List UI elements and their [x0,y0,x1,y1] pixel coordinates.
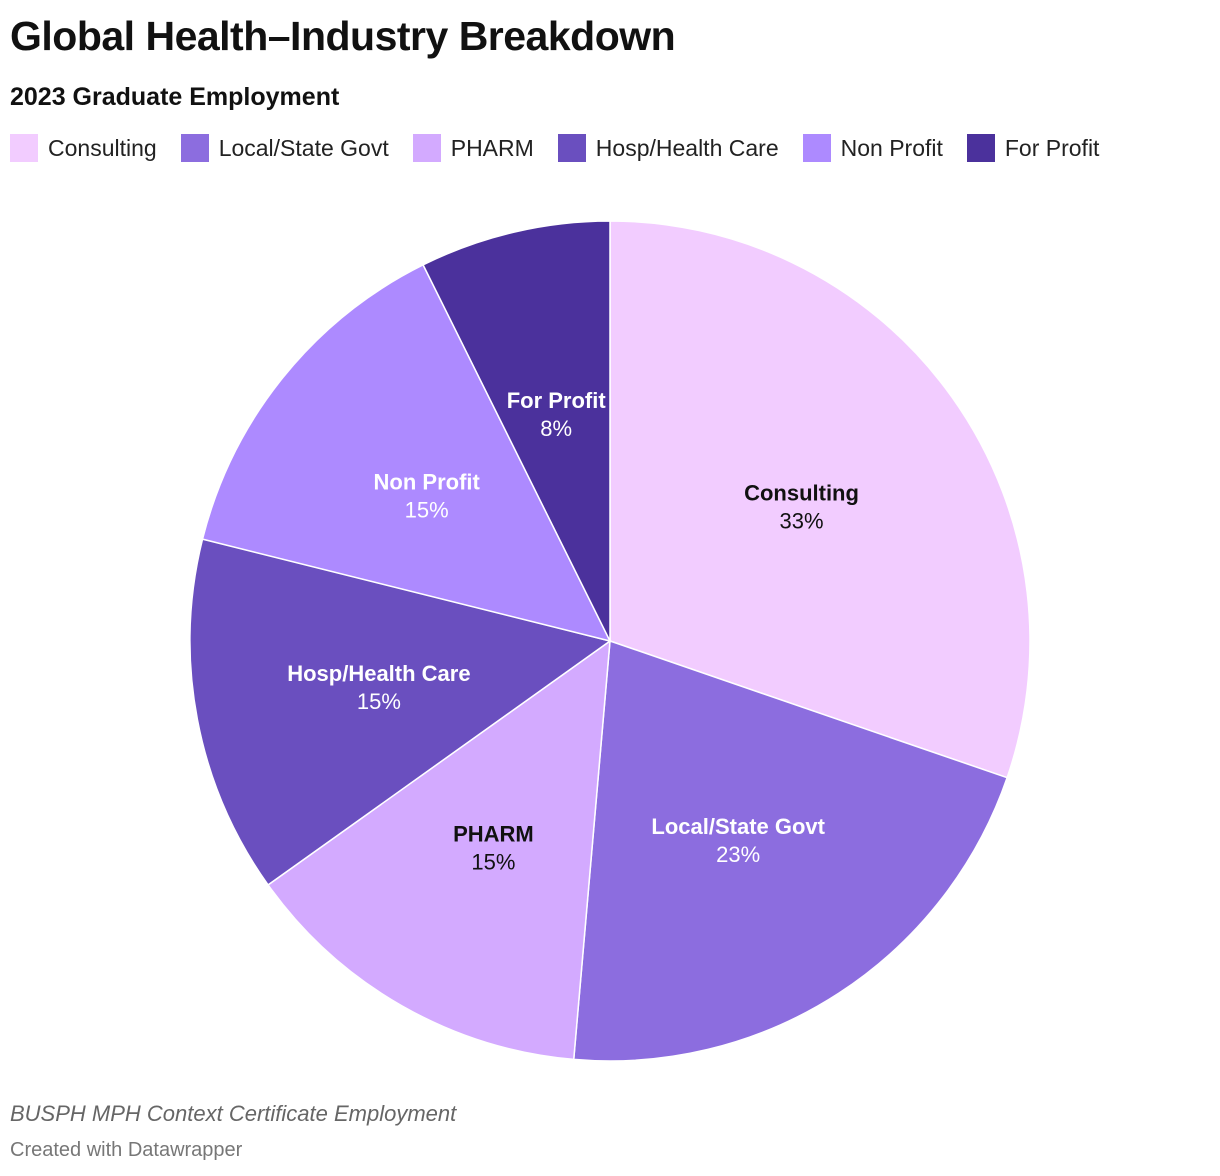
chart-credit[interactable]: Created with Datawrapper [10,1139,243,1161]
legend-swatch [412,134,441,162]
pie-slice-for-profit[interactable] [422,220,611,642]
legend-swatch [802,134,831,162]
pie-slice-local-state-govt[interactable] [572,639,1009,1062]
chart-source-note: BUSPH MPH Context Certificate Employment [10,1101,457,1126]
slice-label-for-profit: For Profit [507,388,607,413]
legend-swatch [10,134,38,162]
chart-title: Global Health–Industry Breakdown [10,13,676,59]
chart-legend: Consulting Local/State Govt PHARM Hosp/Heal… [10,133,1123,163]
slice-value-hosp-health-care: 15% [357,689,401,714]
legend-swatch [557,134,586,162]
slice-value-pharm: 15% [471,849,515,874]
legend-item-hosp-health-care: Hosp/Health Care [557,134,779,162]
legend-label: Non Profit [840,134,943,161]
slice-value-non-profit: 15% [405,498,449,523]
legend-label: Consulting [48,134,157,161]
legend-label: Local/State Govt [218,134,389,161]
slice-label-non-profit: Non Profit [374,470,481,495]
legend-item-local-state-govt: Local/State Govt [180,134,389,162]
legend-label: PHARM [450,134,534,161]
legend-item-for-profit: For Profit [966,134,1100,162]
slice-label-local-state-govt: Local/State Govt [651,814,825,839]
slice-value-consulting: 33% [779,508,823,533]
pie-slice-non-profit[interactable] [201,263,612,643]
legend-swatch [966,134,995,162]
pie-slice-pharm[interactable] [267,639,611,1061]
slice-label-pharm: PHARM [453,821,534,846]
pie-slice-hosp-health-care[interactable] [189,538,612,886]
slice-label-consulting: Consulting [744,480,859,505]
pie-labels: Consulting 33% Local/State Govt 23% PHARM 15%… [287,388,859,874]
slice-value-for-profit: 8% [540,416,572,441]
slice-label-hosp-health-care: Hosp/Health Care [287,661,470,686]
legend-label: For Profit [1004,134,1100,161]
slice-value-local-state-govt: 23% [716,842,760,867]
legend-item-pharm: PHARM [412,134,534,162]
legend-label: Hosp/Health Care [595,134,779,161]
pie-slice-consulting[interactable] [609,220,1031,779]
legend-item-non-profit: Non Profit [802,134,943,162]
pie-slices [189,220,1031,1062]
legend-swatch [180,134,209,162]
legend-item-consulting: Consulting [10,134,157,162]
chart-subtitle: 2023 Graduate Employment [10,83,340,111]
